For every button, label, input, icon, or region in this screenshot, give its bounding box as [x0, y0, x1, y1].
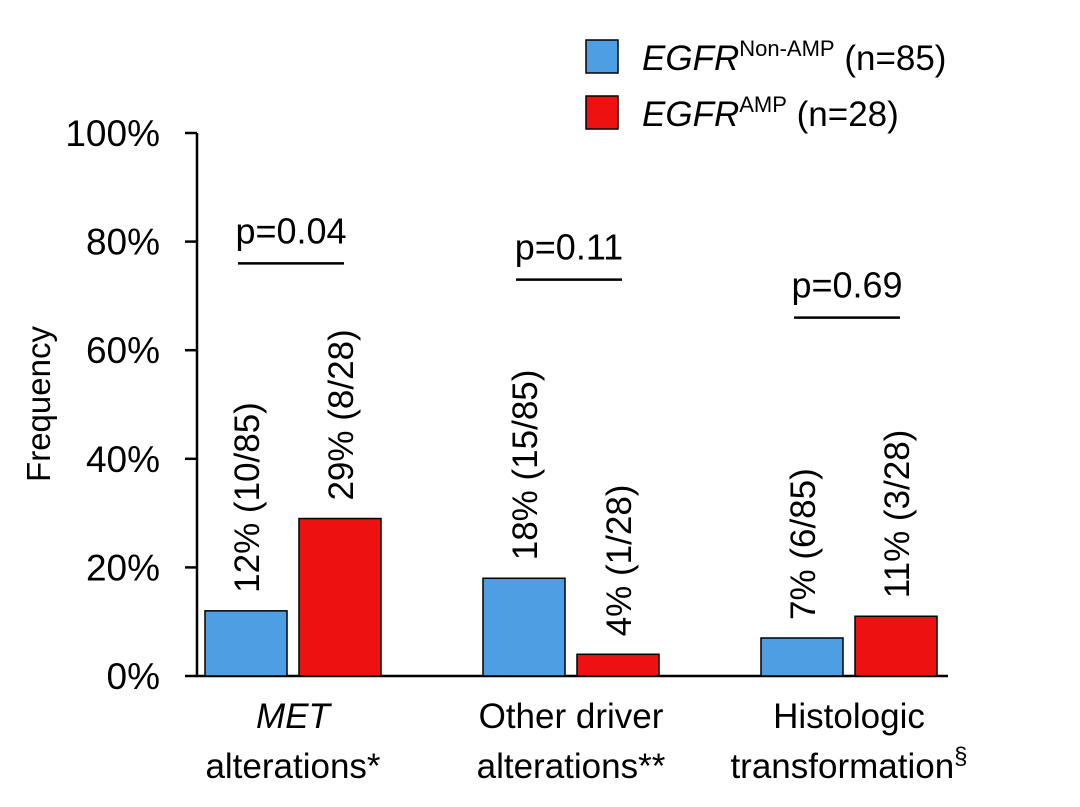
bar-amp — [854, 615, 938, 677]
x-category-label-line1: Histologic — [773, 697, 925, 736]
y-axis-label: Frequency — [20, 326, 57, 482]
x-category-label-line2: alterations* — [205, 747, 380, 786]
bar-value-label: 7% (6/85) — [784, 468, 823, 620]
x-category-labels: MET alterations* Other driver alterations**… — [205, 697, 967, 786]
x-category-label-line2: alterations** — [477, 747, 666, 786]
bar-amp — [576, 653, 660, 677]
legend-swatch — [585, 95, 619, 130]
axes: 0% 20% 40% 60% 80% 100% Frequency — [20, 113, 948, 697]
bar-value-label: 11% (3/28) — [878, 430, 917, 599]
bar-value-label: 29% (8/28) — [322, 329, 361, 500]
y-tick-label: 60% — [86, 330, 160, 371]
bar-non-amp — [760, 637, 844, 677]
p-value-label: p=0.11 — [515, 227, 623, 268]
bar-value-label: 18% (15/85) — [506, 370, 545, 561]
x-category-label-line2: transformation§ — [730, 743, 967, 786]
bars — [204, 517, 938, 677]
x-category-label-line1: MET — [256, 697, 333, 736]
y-tick-label: 100% — [65, 113, 160, 154]
legend: EGFRNon-AMP (n=85) EGFRAMP (n=28) — [585, 36, 946, 134]
bar-amp — [298, 517, 382, 677]
legend-label: EGFRNon-AMP (n=85) — [642, 36, 946, 78]
y-tick-label: 0% — [107, 656, 160, 697]
y-tick-label: 40% — [86, 439, 160, 480]
bar-value-label: 12% (10/85) — [228, 402, 267, 593]
p-value-label: p=0.04 — [235, 210, 346, 251]
x-category-label-line1: Other driver — [479, 697, 664, 736]
y-tick-label: 80% — [86, 222, 160, 263]
legend-label: EGFRAMP (n=28) — [642, 92, 899, 134]
p-value-annotations: p=0.04 p=0.11 p=0.69 — [235, 210, 903, 319]
p-value-label: p=0.69 — [791, 265, 902, 306]
bar-non-amp — [482, 577, 566, 677]
bar-value-labels: 12% (10/85) 18% (15/85) 7% (6/85) 29% (8/28… — [228, 329, 917, 636]
legend-swatch — [585, 39, 619, 74]
bar-value-label: 4% (1/28) — [600, 485, 639, 637]
y-tick-label: 20% — [86, 547, 160, 588]
bar-non-amp — [204, 610, 288, 677]
